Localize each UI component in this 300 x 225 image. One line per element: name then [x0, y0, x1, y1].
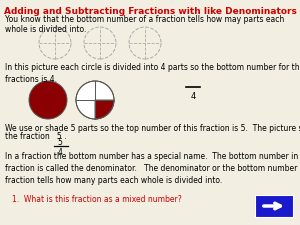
Circle shape: [76, 81, 114, 119]
Text: We use or shade 5 parts so the top number of this fraction is 5.  The picture sh: We use or shade 5 parts so the top numbe…: [5, 124, 300, 133]
Wedge shape: [95, 100, 114, 119]
Text: In a fraction the bottom number has a special name.  The bottom number in a
frac: In a fraction the bottom number has a sp…: [5, 152, 300, 185]
Text: 1.  What is this fraction as a mixed number?: 1. What is this fraction as a mixed numb…: [12, 195, 182, 204]
Text: 5: 5: [58, 138, 62, 147]
Text: You know that the bottom number of a fraction tells how may parts each whole is : You know that the bottom number of a fra…: [5, 15, 284, 34]
FancyBboxPatch shape: [255, 195, 293, 217]
Text: 4: 4: [58, 148, 62, 157]
Text: the fraction   5 .: the fraction 5 .: [5, 132, 67, 141]
Text: 4: 4: [190, 92, 196, 101]
Text: In this picture each circle is divided into 4 parts so the bottom number for thi: In this picture each circle is divided i…: [5, 63, 300, 85]
Circle shape: [29, 81, 67, 119]
Text: Adding and Subtracting Fractions with like Denominators: Adding and Subtracting Fractions with li…: [4, 7, 296, 16]
